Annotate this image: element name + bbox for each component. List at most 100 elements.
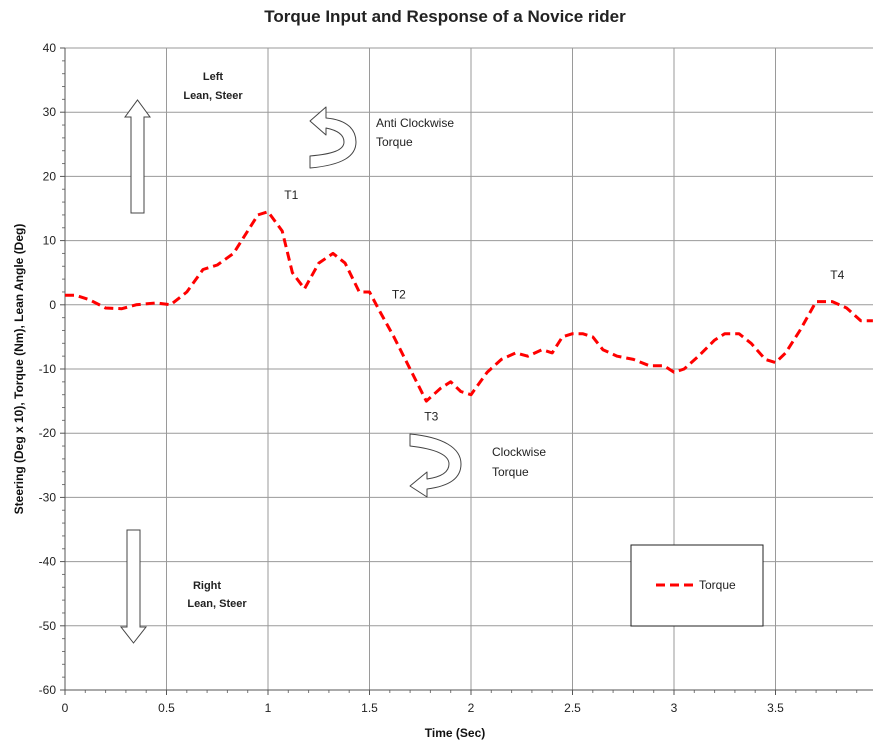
point-annotation-t1: T1: [284, 188, 298, 202]
data-point: [89, 299, 90, 300]
data-point: [552, 352, 553, 353]
data-point: [217, 265, 218, 266]
data-point: [542, 349, 543, 350]
data-point: [617, 356, 618, 357]
y-tick-label: -10: [39, 362, 57, 376]
x-tick-label: 0: [62, 701, 69, 715]
data-point: [292, 272, 293, 273]
data-point: [724, 333, 725, 334]
data-point: [663, 365, 664, 366]
data-point: [846, 308, 847, 309]
series-layer: [65, 211, 873, 401]
y-tick-label: 40: [43, 41, 57, 55]
data-point: [393, 336, 394, 337]
x-tick-label: 3.5: [767, 701, 784, 715]
data-point: [562, 336, 563, 337]
y-tick-label: 20: [43, 169, 57, 183]
data-point: [170, 304, 171, 305]
point-annotation-t3: T3: [424, 409, 438, 423]
y-tick-label: 0: [49, 298, 56, 312]
data-point: [799, 330, 800, 331]
data-point: [785, 352, 786, 353]
data-point: [649, 365, 650, 366]
data-point: [487, 372, 488, 373]
clockwise-label-line1: Clockwise: [492, 445, 546, 459]
y-tick-label: 30: [43, 105, 57, 119]
data-point: [460, 391, 461, 392]
x-tick-label: 2.5: [564, 701, 581, 715]
y-tick-label: -60: [39, 683, 57, 697]
y-tick-label: 10: [43, 234, 57, 248]
data-point: [268, 211, 269, 212]
x-tick-label: 1.5: [361, 701, 378, 715]
data-point: [318, 263, 319, 264]
y-tick-label: -20: [39, 426, 57, 440]
clockwise-arrow-icon: [410, 434, 461, 497]
chart-title: Torque Input and Response of a Novice ri…: [264, 7, 626, 26]
data-point: [186, 292, 187, 293]
data-point: [121, 308, 122, 309]
data-point: [450, 381, 451, 382]
data-point: [471, 394, 472, 395]
data-point: [65, 295, 66, 296]
right-lean-label-line2: Lean, Steer: [187, 598, 247, 610]
data-point: [282, 231, 283, 232]
data-point: [582, 333, 583, 334]
anticlockwise-label-line2: Torque: [376, 135, 413, 149]
annotation-layer: T1 T2 T3 T4: [284, 188, 844, 423]
data-point: [832, 301, 833, 302]
data-point: [426, 401, 427, 402]
data-point: [674, 372, 675, 373]
data-point: [369, 292, 370, 293]
data-point: [233, 253, 234, 254]
data-point: [345, 263, 346, 264]
data-point: [816, 301, 817, 302]
data-point: [333, 253, 334, 254]
x-axis-title: Time (Sec): [425, 726, 485, 740]
data-point: [527, 356, 528, 357]
data-point: [751, 343, 752, 344]
anticlockwise-label-line1: Anti Clockwise: [376, 116, 454, 130]
legend-box: [631, 545, 763, 626]
y-tick-label: -30: [39, 490, 57, 504]
up-arrow-icon: [125, 100, 150, 213]
left-lean-label-line1: Left: [203, 71, 224, 83]
data-point: [136, 304, 137, 305]
data-point: [714, 340, 715, 341]
data-point: [440, 388, 441, 389]
x-tick-label: 3: [671, 701, 678, 715]
data-point: [592, 336, 593, 337]
data-point: [572, 333, 573, 334]
anticlockwise-arrow-icon: [310, 107, 356, 168]
data-point: [410, 369, 411, 370]
data-point: [359, 292, 360, 293]
data-point: [775, 362, 776, 363]
data-point: [105, 308, 106, 309]
data-point: [203, 269, 204, 270]
data-point: [156, 302, 157, 303]
x-tick-label: 0.5: [158, 701, 175, 715]
data-point: [602, 349, 603, 350]
data-point: [633, 359, 634, 360]
clockwise-label-line2: Torque: [492, 465, 529, 479]
data-point: [515, 352, 516, 353]
data-point: [247, 231, 248, 232]
y-axis-title: Steering (Deg x 10), Torque (Nm), Lean A…: [12, 224, 26, 515]
right-lean-label-line1: Right: [193, 580, 221, 592]
data-point: [739, 333, 740, 334]
legend-label-torque: Torque: [699, 578, 736, 592]
x-tick-label: 2: [468, 701, 475, 715]
data-point: [860, 320, 861, 321]
point-annotation-t4: T4: [830, 268, 844, 282]
data-point: [257, 214, 258, 215]
data-point: [501, 359, 502, 360]
point-annotation-t2: T2: [392, 287, 406, 301]
legend: Torque: [631, 545, 763, 626]
left-lean-label-line2: Lean, Steer: [183, 90, 243, 102]
y-tick-label: -50: [39, 619, 57, 633]
data-point: [75, 295, 76, 296]
